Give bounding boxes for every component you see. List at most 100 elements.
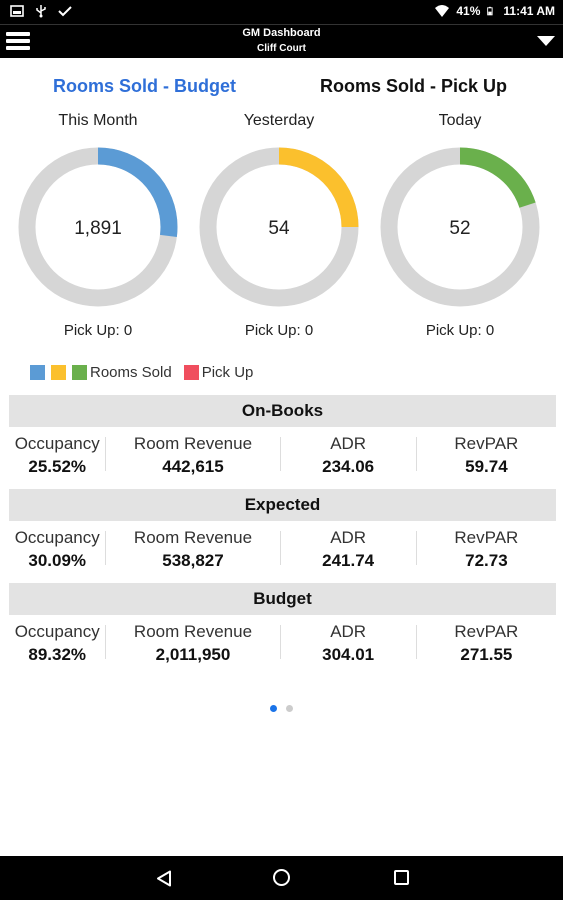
metric-label: Occupancy: [14, 434, 100, 453]
metric-value: 442,615: [162, 457, 224, 476]
home-icon[interactable]: [273, 869, 290, 886]
status-bar: 41% 11:41 AM: [0, 0, 563, 24]
metric-value: 271.55: [460, 645, 513, 664]
gauge-pickup: Pick Up: 0: [244, 322, 314, 339]
gauge-pickup: Pick Up: 0: [425, 322, 495, 339]
metric-label: RevPAR: [454, 528, 519, 547]
battery-percent: 41%: [456, 4, 481, 18]
donut-chart: 52: [380, 147, 540, 307]
divider: [415, 625, 417, 659]
metric-value: 2,011,950: [155, 645, 231, 664]
metric-occupancy: Occupancy 25.52%: [9, 427, 105, 485]
donut-chart: 1,891: [18, 147, 178, 307]
gauge-label: Today: [438, 112, 482, 129]
metric-label: Occupancy: [14, 528, 100, 547]
section-expected: Expected Occupancy 30.09% Room Revenue 5…: [9, 489, 556, 579]
tab-rooms-sold-budget[interactable]: Rooms Sold - Budget: [53, 76, 236, 96]
gauge-label: This Month: [58, 112, 138, 129]
page-dot-1[interactable]: [270, 705, 277, 712]
page-indicator: [270, 705, 293, 712]
clock: 11:41 AM: [503, 4, 555, 18]
divider: [279, 437, 281, 471]
legend-label-pick-up: Pick Up: [201, 364, 254, 381]
metric-revpar: RevPAR 59.74: [417, 427, 556, 485]
metrics-row: Occupancy 89.32% Room Revenue 2,011,950 …: [9, 615, 556, 673]
divider: [415, 437, 417, 471]
legend-swatch-red: [183, 365, 199, 380]
metric-label: ADR: [330, 434, 367, 453]
donut-fill: [199, 147, 359, 307]
divider: [105, 625, 107, 659]
gauge-label: Yesterday: [243, 112, 315, 129]
back-icon[interactable]: [156, 870, 172, 887]
metric-occupancy: Occupancy 89.32%: [9, 615, 105, 673]
chevron-down-icon[interactable]: [537, 36, 555, 46]
metric-room-revenue: Room Revenue 2,011,950: [106, 615, 279, 673]
legend-swatch-yellow: [51, 365, 66, 380]
metric-label: Room Revenue: [133, 528, 253, 547]
divider: [105, 437, 107, 471]
metric-value: 304.01: [322, 645, 375, 664]
metric-value: 30.09%: [28, 551, 87, 570]
app-bar: GM Dashboard Cliff Court: [0, 24, 563, 58]
metric-adr: ADR 304.01: [281, 615, 416, 673]
section-title: Expected: [9, 489, 556, 521]
gauge-pickup: Pick Up: 0: [63, 322, 133, 339]
wifi-icon: [435, 5, 450, 17]
gauge-value: 54: [268, 218, 290, 239]
metric-label: RevPAR: [454, 622, 519, 641]
metric-revpar: RevPAR 271.55: [417, 615, 556, 673]
metric-label: ADR: [330, 622, 367, 641]
divider: [105, 531, 107, 565]
section-title: On-Books: [9, 395, 556, 427]
section-budget: Budget Occupancy 89.32% Room Revenue 2,0…: [9, 583, 556, 673]
page-dot-2[interactable]: [286, 705, 293, 712]
chart-legend: Rooms Sold Pick Up: [30, 364, 265, 381]
metric-value: 241.74: [322, 551, 375, 570]
legend-swatch-green: [72, 365, 87, 380]
metric-value: 89.32%: [28, 645, 87, 664]
legend-label-rooms-sold: Rooms Sold: [90, 364, 172, 381]
divider: [279, 625, 281, 659]
donut-fill: [380, 147, 540, 307]
metric-adr: ADR 234.06: [281, 427, 416, 485]
property-name: Cliff Court: [257, 43, 306, 54]
metric-label: RevPAR: [454, 434, 519, 453]
metric-value: 234.06: [322, 457, 375, 476]
metric-value: 25.52%: [28, 457, 87, 476]
metric-value: 538,827: [162, 551, 224, 570]
gauge-yesterday: Yesterday 54 Pick Up: 0: [194, 112, 364, 339]
system-nav-bar: [0, 856, 563, 900]
gauge-this-month: This Month 1,891 Pick Up: 0: [13, 112, 183, 339]
section-title: Budget: [9, 583, 556, 615]
metric-label: Occupancy: [14, 622, 100, 641]
gauge-value: 1,891: [74, 218, 122, 239]
gauge-today: Today 52 Pick Up: 0: [375, 112, 545, 339]
metric-revpar: RevPAR 72.73: [417, 521, 556, 579]
legend-swatch-blue: [30, 365, 45, 380]
metric-value: 72.73: [465, 551, 508, 570]
metrics-row: Occupancy 25.52% Room Revenue 442,615 AD…: [9, 427, 556, 485]
donut-fill: [18, 147, 178, 307]
gauge-value: 52: [449, 218, 470, 239]
metric-label: Room Revenue: [133, 622, 253, 641]
divider: [415, 531, 417, 565]
metric-label: ADR: [330, 528, 367, 547]
usb-icon: [36, 5, 46, 18]
metric-room-revenue: Room Revenue 442,615: [106, 427, 279, 485]
battery-icon: [487, 6, 493, 16]
metrics-row: Occupancy 30.09% Room Revenue 538,827 AD…: [9, 521, 556, 579]
metric-occupancy: Occupancy 30.09%: [9, 521, 105, 579]
metric-value: 59.74: [465, 457, 508, 476]
donut-chart: 54: [199, 147, 359, 307]
check-icon: [58, 6, 72, 17]
menu-icon[interactable]: [6, 29, 32, 55]
section-on-books: On-Books Occupancy 25.52% Room Revenue 4…: [9, 395, 556, 485]
app-title: GM Dashboard: [242, 27, 321, 39]
recent-apps-icon[interactable]: [394, 870, 409, 885]
tab-rooms-sold-pick-up[interactable]: Rooms Sold - Pick Up: [320, 76, 508, 96]
metric-room-revenue: Room Revenue 538,827: [106, 521, 279, 579]
divider: [279, 531, 281, 565]
chart-tabs: Rooms Sold - Budget Rooms Sold - Pick Up: [0, 76, 563, 100]
metric-label: Room Revenue: [133, 434, 253, 453]
